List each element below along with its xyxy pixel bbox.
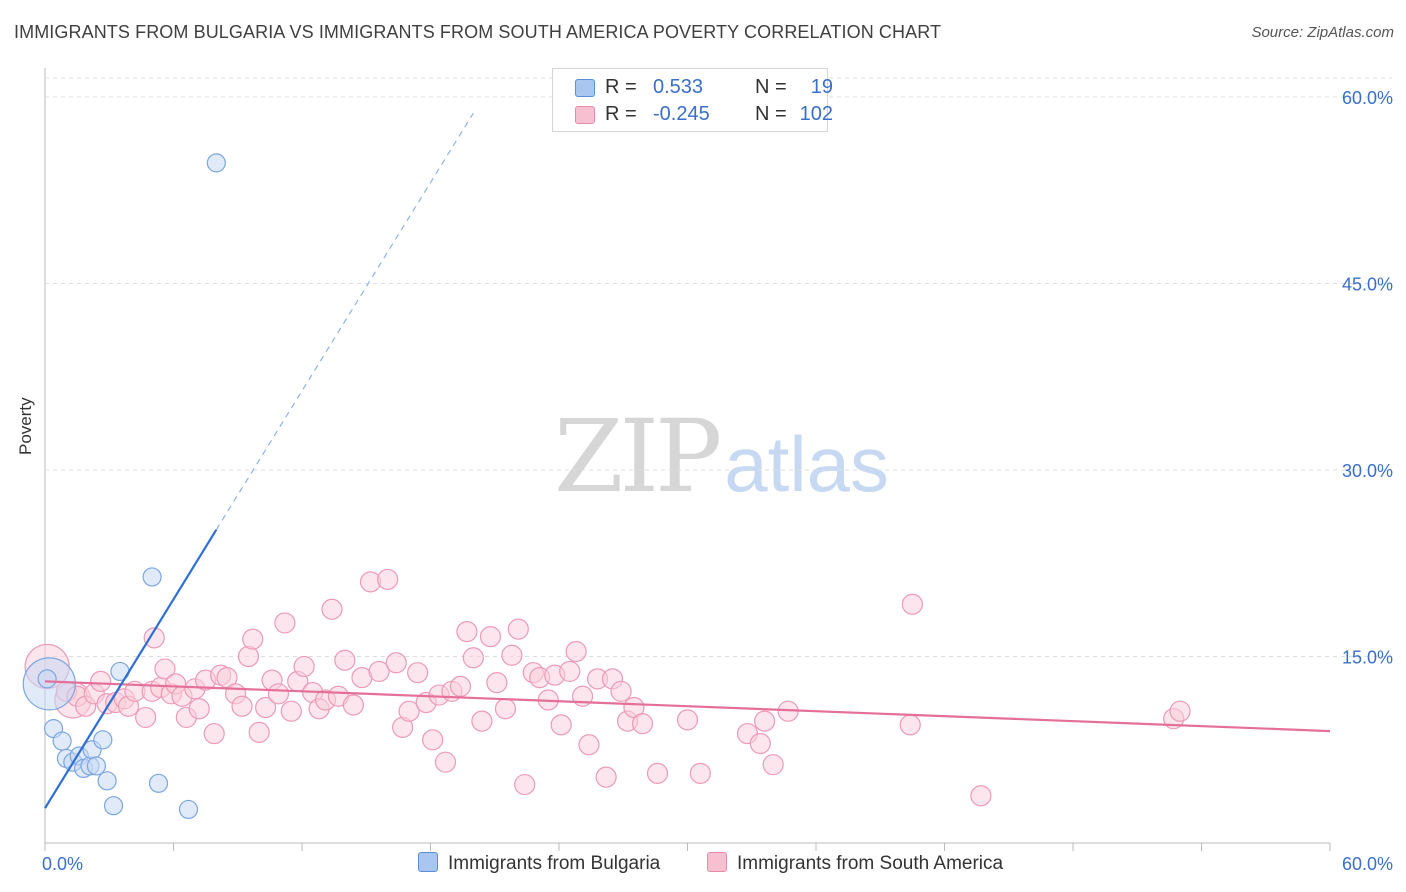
y-tick-label: 15.0% bbox=[1342, 648, 1393, 668]
point-south-america bbox=[610, 680, 632, 702]
point-south-america bbox=[368, 660, 390, 683]
legend-r-value-south-america: -0.245 bbox=[653, 103, 710, 125]
point-south-america bbox=[203, 722, 225, 745]
point-south-america bbox=[486, 672, 508, 694]
point-bulgaria bbox=[93, 730, 113, 750]
point-south-america bbox=[135, 706, 157, 729]
point-south-america bbox=[595, 766, 617, 788]
point-south-america bbox=[377, 568, 399, 591]
point-south-america bbox=[479, 626, 502, 648]
point-south-america bbox=[254, 696, 277, 719]
point-south-america bbox=[231, 695, 253, 717]
point-bulgaria bbox=[37, 669, 57, 689]
point-south-america bbox=[407, 662, 429, 684]
point-south-america bbox=[321, 598, 343, 620]
series-legend-south-america: Immigrants from South America bbox=[707, 852, 1003, 875]
point-south-america bbox=[514, 773, 536, 796]
point-bulgaria bbox=[178, 799, 199, 820]
trendline-bulgaria bbox=[44, 529, 218, 809]
point-south-america bbox=[293, 655, 315, 678]
point-south-america bbox=[449, 675, 472, 697]
point-bulgaria bbox=[148, 773, 169, 793]
point-south-america bbox=[237, 645, 260, 668]
point-south-america bbox=[631, 713, 654, 735]
zipatlas-watermark: ZIPatlas bbox=[554, 398, 889, 515]
legend-n-label: N = bbox=[755, 76, 787, 98]
point-south-america bbox=[398, 700, 420, 722]
point-south-america bbox=[565, 640, 587, 663]
point-south-america bbox=[507, 618, 529, 640]
point-south-america bbox=[753, 710, 776, 732]
legend-r-label: R = bbox=[605, 103, 637, 125]
legend-swatch-bulgaria bbox=[575, 79, 595, 97]
legend-n-value-south-america: 102 bbox=[799, 103, 833, 125]
point-south-america bbox=[1169, 700, 1191, 722]
point-south-america bbox=[90, 670, 112, 692]
legend-r-value-bulgaria: 0.533 bbox=[653, 76, 704, 98]
series-swatch-bulgaria bbox=[418, 852, 438, 872]
x-tick-label-min: 0.0% bbox=[42, 854, 83, 874]
point-south-america bbox=[462, 647, 484, 669]
point-south-america bbox=[899, 714, 921, 736]
point-south-america bbox=[689, 762, 711, 784]
series-name-south-america: Immigrants from South America bbox=[737, 853, 1004, 874]
point-south-america bbox=[762, 754, 784, 776]
point-bulgaria bbox=[86, 756, 107, 776]
point-south-america bbox=[501, 644, 523, 666]
point-south-america bbox=[434, 751, 457, 773]
point-bulgaria bbox=[103, 796, 124, 816]
point-bulgaria bbox=[206, 153, 226, 173]
point-south-america bbox=[471, 710, 493, 732]
point-south-america bbox=[550, 714, 572, 736]
trendline-south-america bbox=[44, 680, 1331, 733]
point-south-america bbox=[901, 593, 923, 615]
watermark-atlas: atlas bbox=[724, 420, 890, 508]
point-south-america bbox=[143, 627, 165, 649]
series-legend-bulgaria: Immigrants from Bulgaria bbox=[418, 852, 660, 875]
source-credit: Source: ZipAtlas.com bbox=[1251, 24, 1394, 41]
point-south-america bbox=[242, 628, 264, 650]
point-south-america bbox=[154, 658, 176, 680]
point-south-america bbox=[422, 729, 444, 751]
point-bulgaria bbox=[97, 771, 117, 791]
point-south-america bbox=[248, 721, 270, 743]
point-south-america bbox=[342, 694, 364, 716]
point-south-america bbox=[559, 660, 581, 683]
point-south-america bbox=[494, 698, 517, 720]
trendline-bulgaria-extension bbox=[215, 112, 474, 530]
x-tick-label-max: 60.0% bbox=[1342, 854, 1393, 874]
point-south-america bbox=[385, 652, 407, 674]
y-tick-label: 60.0% bbox=[1342, 88, 1393, 108]
point-south-america bbox=[676, 709, 699, 731]
point-south-america bbox=[456, 621, 478, 643]
legend-r-label: R = bbox=[605, 76, 637, 98]
point-bulgaria bbox=[52, 731, 72, 751]
point-south-america bbox=[274, 612, 296, 634]
point-south-america bbox=[646, 762, 669, 784]
y-tick-label: 45.0% bbox=[1342, 275, 1393, 295]
y-axis-label: Poverty bbox=[16, 397, 35, 455]
legend-n-value-bulgaria: 19 bbox=[810, 76, 833, 98]
watermark-zip: ZIP bbox=[554, 398, 722, 515]
legend-n-label: N = bbox=[755, 103, 787, 125]
point-south-america bbox=[749, 732, 771, 755]
series-name-bulgaria: Immigrants from Bulgaria bbox=[448, 853, 661, 874]
point-south-america bbox=[578, 734, 600, 756]
point-south-america bbox=[267, 683, 290, 705]
legend-swatch-south-america bbox=[575, 106, 595, 124]
point-south-america bbox=[188, 698, 210, 720]
correlation-legend: R = 0.533 N = 19 R = -0.245 N = 102 bbox=[552, 68, 833, 132]
series-swatch-south-america bbox=[707, 852, 727, 872]
point-south-america bbox=[280, 700, 302, 722]
chart-title: IMMIGRANTS FROM BULGARIA VS IMMIGRANTS F… bbox=[14, 22, 942, 42]
point-south-america bbox=[970, 785, 992, 807]
point-south-america bbox=[334, 649, 356, 671]
y-tick-label: 30.0% bbox=[1342, 461, 1393, 481]
point-bulgaria bbox=[142, 567, 162, 587]
